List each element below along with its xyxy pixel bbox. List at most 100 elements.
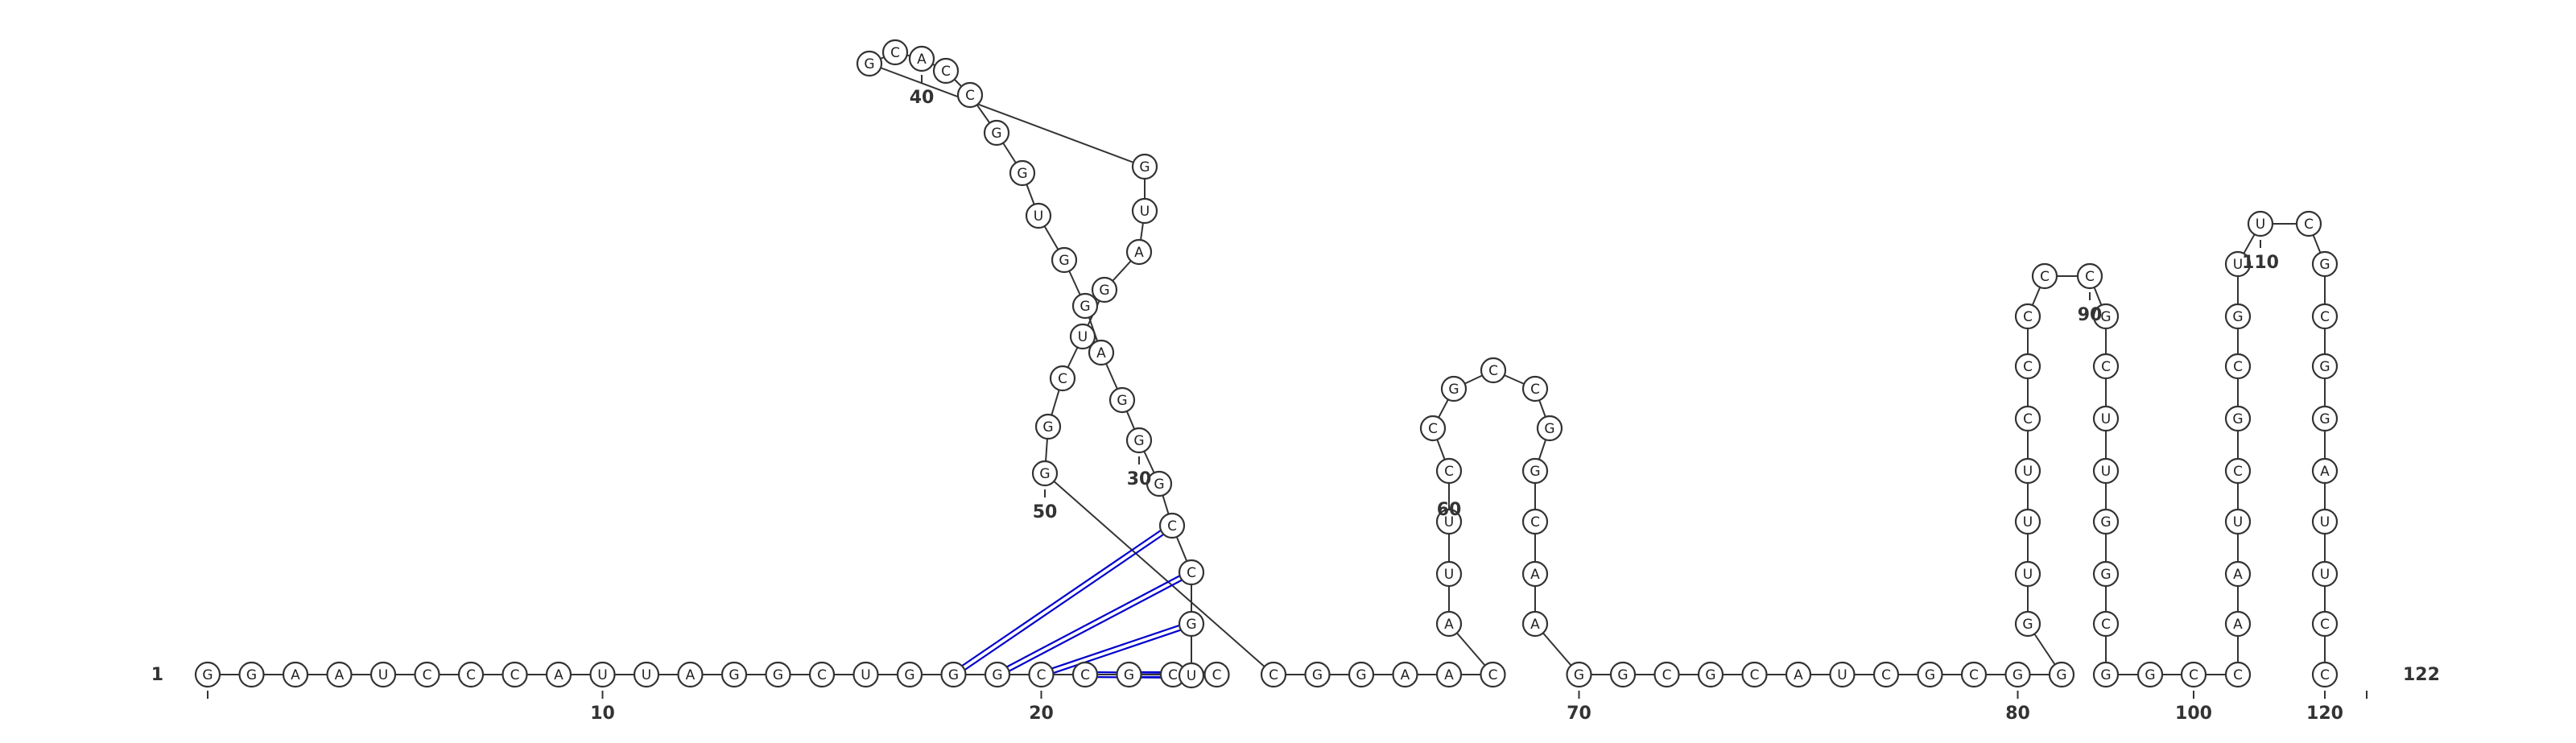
nucleotide-2: G [238, 661, 265, 688]
nucleotide-layer: G G A A U C C C A U U A G G C U G G G C C G C CUGCCGGGAGGUGGCCA… [194, 39, 2339, 689]
nucleotide-83: U [2014, 560, 2041, 588]
nucleotide-circle-115 [2311, 405, 2339, 432]
nucleotide-letter-47: U [1078, 329, 1088, 345]
nucleotide-circle-87 [2014, 353, 2041, 380]
nucleotide-76: U [1829, 661, 1856, 688]
nucleotide-letter-99: G [2145, 667, 2155, 683]
nucleotide-letter-69: A [1530, 617, 1540, 633]
nucleotide-circle-63 [1480, 357, 1507, 384]
nucleotide-108: G [2224, 303, 2252, 330]
nucleotide-letter-23: C [1168, 667, 1178, 683]
nucleotide-101: C [2224, 661, 2252, 688]
nucleotide-119: C [2311, 610, 2339, 638]
index-label-50: 50 [1033, 502, 1058, 522]
nucleotide-41: C [881, 39, 909, 66]
nucleotide-38: C [956, 81, 984, 109]
nucleotide-letter-37: G [991, 126, 1001, 142]
nucleotide-114: G [2311, 353, 2339, 380]
nucleotide-107: C [2224, 353, 2252, 380]
nucleotide-circle-92 [2092, 353, 2120, 380]
nucleotide-circle-34 [1051, 246, 1078, 274]
backbone-link-42 [869, 63, 1146, 167]
nucleotide-letter-50: G [1039, 466, 1050, 482]
base-pair-19-27-strand-1 [997, 573, 1193, 678]
base-pair-layer [952, 522, 1217, 679]
nucleotide-letter-42: G [864, 56, 874, 72]
nucleotide-49: G [1034, 413, 1062, 440]
nucleotide-118: U [2311, 560, 2339, 588]
nucleotide-circle-102 [2224, 610, 2252, 638]
nucleotide-letter-10: U [597, 667, 607, 683]
nucleotide-letter-40: A [917, 52, 927, 68]
nucleotide-letter-80: G [2013, 667, 2023, 683]
nucleotide-93: U [2092, 405, 2120, 432]
nucleotide-letter-33: G [1080, 299, 1090, 315]
nucleotide-circle-31 [1108, 386, 1136, 414]
nucleotide-letter-27: C [1187, 565, 1196, 581]
nucleotide-70: G [1566, 661, 1592, 688]
nucleotide-letter-1: G [202, 667, 213, 683]
nucleotide-40: A [908, 45, 935, 72]
backbone-link-50 [1044, 473, 1274, 675]
nucleotide-110: U [2247, 210, 2274, 237]
nucleotide-circle-81 [2048, 661, 2075, 688]
nucleotide-letter-59: U [1444, 514, 1454, 530]
nucleotide-circle-97 [2092, 610, 2120, 638]
nucleotide-circle-47 [1069, 323, 1096, 350]
nucleotide-77: C [1872, 661, 1900, 688]
nucleotide-10: U [589, 661, 616, 688]
nucleotide-letter-24: C [1212, 667, 1222, 683]
nucleotide-circle-9 [545, 661, 572, 688]
base-pair-18-28-strand-2 [952, 522, 1171, 674]
nucleotide-6: C [414, 661, 440, 688]
nucleotide-letter-32: A [1096, 345, 1106, 361]
nucleotide-letter-38: C [965, 88, 975, 104]
nucleotide-letter-105: C [2233, 464, 2243, 480]
nucleotide-letter-93: U [2101, 411, 2111, 427]
nucleotide-letter-78: G [1925, 667, 1935, 683]
nucleotide-letter-61: C [1428, 421, 1438, 437]
nucleotide-letter-87: C [2023, 359, 2033, 375]
nucleotide-circle-94 [2092, 457, 2120, 485]
nucleotide-20: C [1028, 661, 1055, 688]
nucleotide-69: A [1521, 610, 1549, 638]
nucleotide-letter-119: C [2320, 617, 2330, 633]
nucleotide-circle-35 [1025, 202, 1052, 229]
nucleotide-92: C [2092, 353, 2120, 380]
nucleotide-letter-103: A [2233, 567, 2243, 583]
nucleotide-letter-19: G [992, 667, 1002, 683]
nucleotide-circle-40 [908, 45, 935, 72]
nucleotide-112: G [2311, 250, 2339, 278]
nucleotide-32: A [1088, 339, 1115, 366]
index-label-10: 10 [590, 704, 615, 724]
index-label-122: 122 [2403, 665, 2440, 685]
nucleotide-letter-2: G [246, 667, 257, 683]
nucleotide-letter-11: U [642, 667, 651, 683]
nucleotide-circle-58 [1435, 560, 1463, 588]
index-label-90: 90 [2078, 305, 2103, 325]
nucleotide-letter-96: G [2100, 567, 2111, 583]
nucleotide-89: C [2031, 262, 2058, 290]
nucleotide-letter-71: G [1617, 667, 1628, 683]
nucleotide-14: G [765, 661, 791, 688]
nucleotide-53: G [1348, 661, 1375, 688]
nucleotide-circle-70 [1566, 661, 1592, 688]
nucleotide-45: A [1125, 238, 1153, 266]
nucleotide-90: C [2076, 262, 2103, 290]
nucleotide-letter-48: C [1058, 371, 1067, 387]
nucleotide-circle-120 [2311, 661, 2339, 688]
nucleotide-circle-78 [1917, 661, 1943, 688]
nucleotide-letter-13: G [729, 667, 739, 683]
nucleotide-circle-65 [1536, 415, 1563, 442]
nucleotide-circle-50 [1031, 460, 1059, 487]
nucleotide-51: C [1260, 661, 1287, 688]
nucleotide-91: G [2092, 303, 2120, 330]
nucleotide-circle-90 [2076, 262, 2103, 290]
nucleotide-letter-31: G [1117, 393, 1127, 409]
nucleotide-circle-27 [1178, 559, 1205, 586]
index-label-120: 120 [2306, 704, 2343, 724]
nucleotide-5: U [369, 661, 397, 688]
index-label-100: 100 [2175, 704, 2212, 724]
nucleotide-circle-103 [2224, 560, 2252, 588]
nucleotide-letter-9: A [554, 667, 564, 683]
